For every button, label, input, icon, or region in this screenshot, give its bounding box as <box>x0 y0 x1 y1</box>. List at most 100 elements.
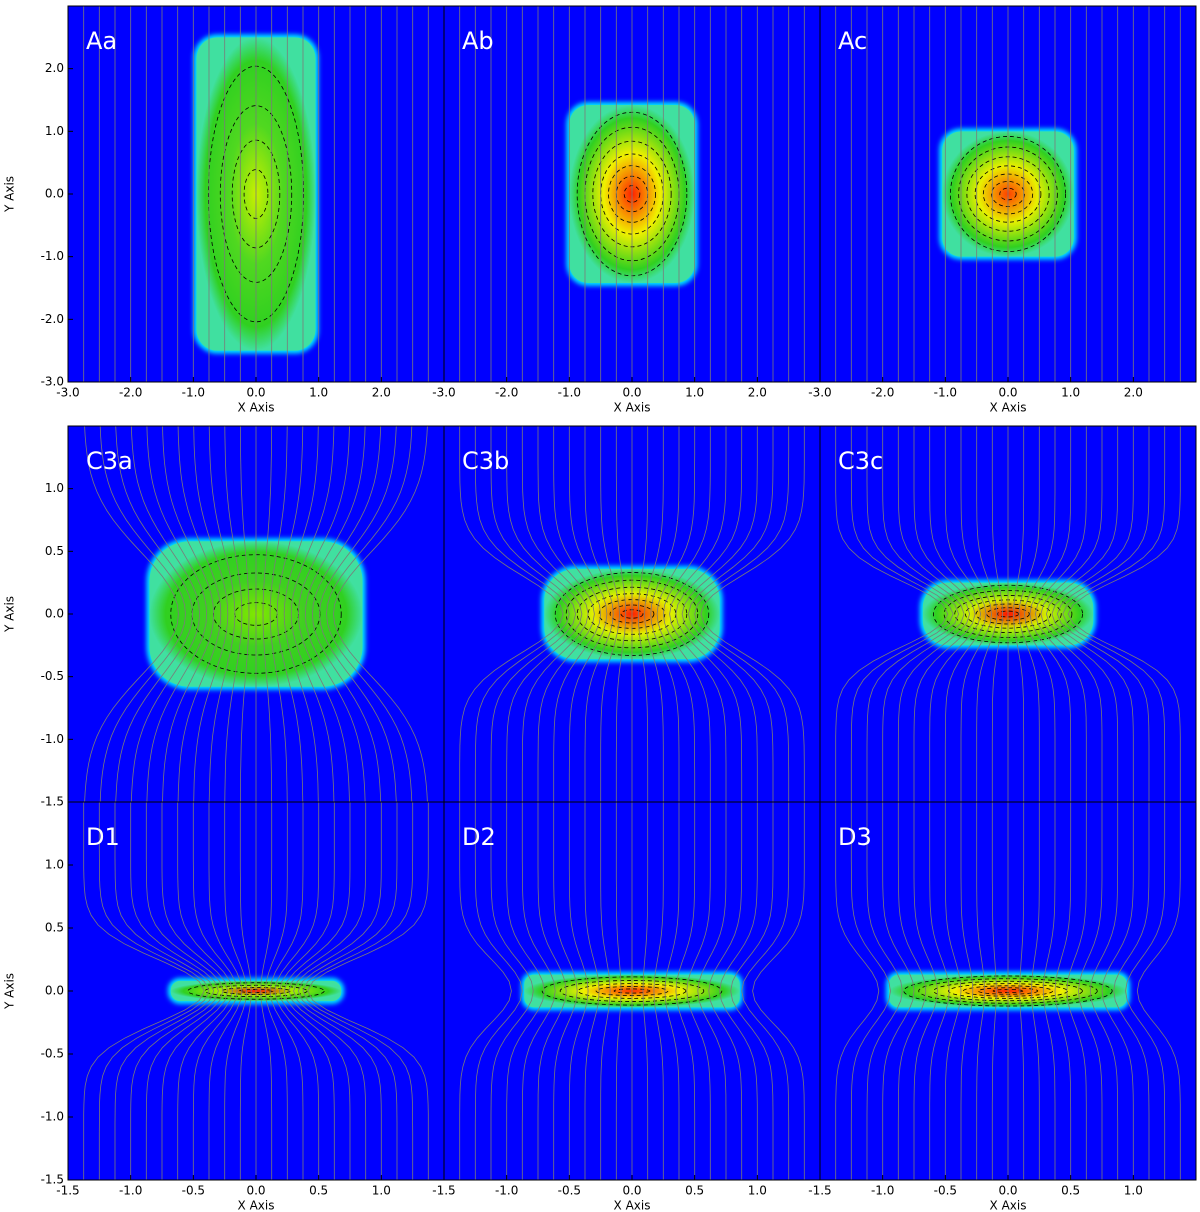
contour <box>577 983 687 999</box>
field-line <box>1013 426 1025 802</box>
contour <box>187 982 325 1000</box>
field-line <box>642 802 649 1180</box>
panel: C3c <box>819 425 1197 803</box>
field-line <box>474 426 570 802</box>
field-line <box>490 802 534 1180</box>
plot-area <box>820 426 1196 802</box>
y-tick-label: -1.0 <box>41 1110 64 1124</box>
x-axis-label: X Axis <box>238 401 275 415</box>
y-axis-label: Y Axis <box>3 973 17 1010</box>
field-line <box>850 802 891 1180</box>
field-line <box>290 426 335 802</box>
field-line <box>835 802 880 1180</box>
x-tick-label: 1.0 <box>309 386 328 400</box>
field-line <box>1078 802 1103 1180</box>
x-tick-label: -3.0 <box>432 386 455 400</box>
x-tick-label: -1.0 <box>495 1184 518 1198</box>
panel-label: C3c <box>838 447 883 475</box>
field-line <box>653 802 664 1180</box>
field-line <box>1040 426 1103 802</box>
field-line <box>521 426 589 802</box>
field-line <box>1019 802 1025 1180</box>
field-line <box>311 426 382 802</box>
field-line <box>882 802 915 1180</box>
x-axis-label: X Axis <box>614 1199 651 1212</box>
x-tick-label: -2.0 <box>495 386 518 400</box>
field-line <box>708 802 743 1180</box>
field-line <box>1067 426 1181 802</box>
field-line <box>694 426 790 802</box>
field-line <box>283 426 319 802</box>
field-line <box>193 426 229 802</box>
field-line <box>697 802 727 1180</box>
x-tick-label: -1.0 <box>871 1184 894 1198</box>
field-line <box>114 802 215 1180</box>
x-axis-label: X Axis <box>238 1199 275 1212</box>
field-line <box>240 426 250 802</box>
y-tick-label: 0.0 <box>45 607 64 621</box>
plot-area <box>68 802 444 1180</box>
field-line <box>288 802 367 1180</box>
field-line <box>584 426 614 802</box>
x-tick-label: -1.0 <box>934 386 957 400</box>
plot-area <box>820 6 1196 382</box>
field-line <box>991 802 997 1180</box>
field-line <box>656 426 696 802</box>
x-tick-label: -3.0 <box>808 386 831 400</box>
x-tick-label: 1.0 <box>1124 1184 1143 1198</box>
y-tick-label: 1.0 <box>45 124 64 138</box>
x-tick-label: -3.0 <box>56 386 79 400</box>
field-line <box>669 426 727 802</box>
field-line <box>730 802 774 1180</box>
field-line <box>279 802 335 1180</box>
field-line <box>269 802 304 1180</box>
y-tick-label: 0.0 <box>45 984 64 998</box>
field-line <box>568 426 608 802</box>
field-line <box>98 802 210 1180</box>
panel: D1 -1.5 -1.0 -0.5 0.0 0.5 1.0 -1.5 -1.0 -0.5 0.0 0.… <box>3 801 445 1212</box>
field-line <box>297 426 350 802</box>
field-line <box>537 426 595 802</box>
field-line <box>224 802 248 1180</box>
x-tick-label: -1.5 <box>432 1184 455 1198</box>
field-line <box>1018 426 1040 802</box>
panel: Ac -3.0 -2.0 -1.0 0.0 1.0 2.0 X Axis <box>808 5 1197 415</box>
panel-label: C3b <box>462 447 509 475</box>
plot-area <box>444 426 820 802</box>
x-tick-label: 0.0 <box>246 1184 265 1198</box>
field-line <box>991 426 1003 802</box>
panel: D3 -1.5 -1.0 -0.5 0.0 0.5 1.0 X Axis <box>808 801 1197 1212</box>
field-line <box>130 426 201 802</box>
panel-label: D1 <box>86 823 120 851</box>
field-line <box>130 802 219 1180</box>
field-line <box>675 802 696 1180</box>
x-tick-label: -2.0 <box>119 386 142 400</box>
field-line <box>664 802 680 1180</box>
x-tick-label: 0.0 <box>246 386 265 400</box>
field-line <box>1125 802 1166 1180</box>
y-tick-label: -1.5 <box>41 795 64 809</box>
field-line <box>297 802 398 1180</box>
field-line <box>866 802 903 1180</box>
field-line <box>913 426 976 802</box>
panel: Ab -3.0 -2.0 -1.0 0.0 1.0 2.0 X Axis <box>432 5 821 415</box>
plot-area <box>68 426 444 802</box>
field-line <box>637 426 649 802</box>
field-line <box>276 426 304 802</box>
field-line <box>929 426 982 802</box>
field-line <box>897 802 927 1180</box>
contour <box>221 987 291 995</box>
field-line <box>1113 802 1150 1180</box>
field-line <box>681 426 758 802</box>
panel-label: Aa <box>86 27 117 55</box>
field-line <box>208 426 236 802</box>
x-tick-label: 0.5 <box>1061 1184 1080 1198</box>
plot-area <box>68 6 444 382</box>
field-line <box>262 426 272 802</box>
panel: C3a -1.5 -1.0 -0.5 0.0 0.5 1.0 Y Axis <box>3 425 445 809</box>
field-line <box>650 426 680 802</box>
field-line <box>976 802 985 1180</box>
field-line <box>944 802 962 1180</box>
field-line <box>274 802 320 1180</box>
